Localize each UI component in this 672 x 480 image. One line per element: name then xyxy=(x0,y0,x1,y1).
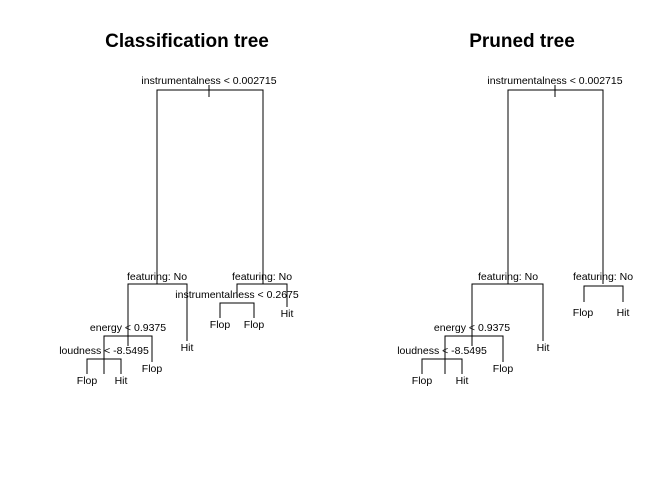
leaf-label: Flop xyxy=(244,319,265,331)
leaf-label: Flop xyxy=(412,375,433,387)
split-label-left-left: energy < 0.9375 xyxy=(434,322,510,334)
leaf-label: Hit xyxy=(537,342,550,354)
left-branch xyxy=(471,283,544,346)
leaf-label: Hit xyxy=(281,308,294,320)
left-left-branch xyxy=(103,335,153,374)
leaf-label: Flop xyxy=(573,307,594,319)
tree-edges xyxy=(421,85,624,374)
split-label-left-left: energy < 0.9375 xyxy=(90,322,166,334)
leaf-label: Hit xyxy=(181,342,194,354)
right-branch xyxy=(236,283,288,307)
split-label-right: featuring: No xyxy=(573,271,633,283)
split-label-left-left-left: loudness < -8.5495 xyxy=(397,345,487,357)
leaf-label: Flop xyxy=(142,363,163,375)
split-label-right: featuring: No xyxy=(232,271,292,283)
left-branch xyxy=(127,283,188,346)
root-branch xyxy=(156,89,264,284)
leaf-label: Flop xyxy=(493,363,514,375)
split-label-right-left: instrumentalness < 0.2675 xyxy=(175,289,299,301)
split-label-left-left-left: loudness < -8.5495 xyxy=(59,345,149,357)
panel-title: Pruned tree xyxy=(469,31,575,52)
right-branch xyxy=(583,285,624,302)
leaf-label: Hit xyxy=(456,375,469,387)
left-left-left-branch xyxy=(421,358,463,374)
panel-title: Classification tree xyxy=(105,31,269,52)
leaf-label: Flop xyxy=(210,319,231,331)
left-left-branch xyxy=(444,335,504,374)
split-label-root: instrumentalness < 0.002715 xyxy=(487,75,622,87)
leaf-label: Hit xyxy=(115,375,128,387)
split-label-left: featuring: No xyxy=(478,271,538,283)
split-label-root: instrumentalness < 0.002715 xyxy=(141,75,276,87)
classification-tree-panel: Classification tree instrumentalness < 0… xyxy=(59,31,299,387)
leaf-label: Flop xyxy=(77,375,98,387)
leaf-label: Hit xyxy=(617,307,630,319)
tree-edges xyxy=(86,85,288,374)
pruned-tree-panel: Pruned tree instrumentalness < 0.002715 … xyxy=(397,31,633,387)
root-branch xyxy=(507,89,604,284)
right-left-branch xyxy=(219,302,255,318)
split-label-left: featuring: No xyxy=(127,271,187,283)
left-left-left-branch xyxy=(86,358,122,374)
